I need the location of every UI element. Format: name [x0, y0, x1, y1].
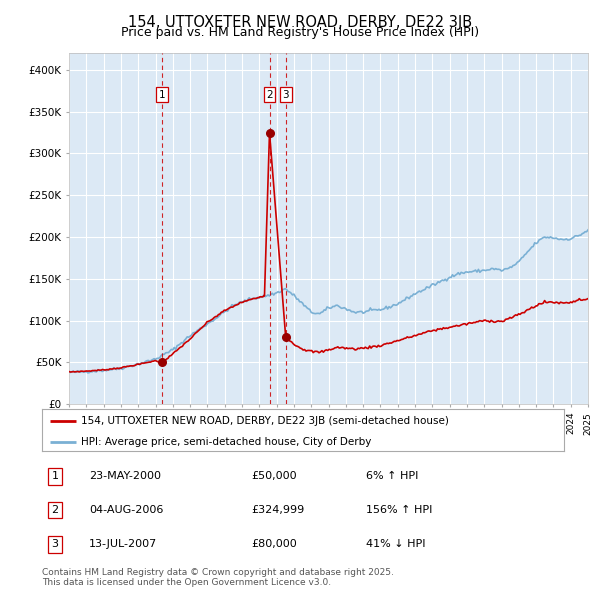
- Text: Price paid vs. HM Land Registry's House Price Index (HPI): Price paid vs. HM Land Registry's House …: [121, 26, 479, 39]
- Text: 3: 3: [52, 539, 59, 549]
- Text: 3: 3: [283, 90, 289, 100]
- Text: Contains HM Land Registry data © Crown copyright and database right 2025.
This d: Contains HM Land Registry data © Crown c…: [42, 568, 394, 587]
- Text: £50,000: £50,000: [251, 471, 296, 481]
- Text: 23-MAY-2000: 23-MAY-2000: [89, 471, 161, 481]
- Text: £324,999: £324,999: [251, 505, 304, 515]
- Text: 154, UTTOXETER NEW ROAD, DERBY, DE22 3JB: 154, UTTOXETER NEW ROAD, DERBY, DE22 3JB: [128, 15, 472, 30]
- Text: 2: 2: [52, 505, 59, 515]
- Text: 13-JUL-2007: 13-JUL-2007: [89, 539, 157, 549]
- Text: 1: 1: [159, 90, 166, 100]
- Text: 6% ↑ HPI: 6% ↑ HPI: [365, 471, 418, 481]
- Text: 2: 2: [266, 90, 273, 100]
- Text: 154, UTTOXETER NEW ROAD, DERBY, DE22 3JB (semi-detached house): 154, UTTOXETER NEW ROAD, DERBY, DE22 3JB…: [81, 416, 449, 426]
- Text: 1: 1: [52, 471, 59, 481]
- Text: 156% ↑ HPI: 156% ↑ HPI: [365, 505, 432, 515]
- Text: HPI: Average price, semi-detached house, City of Derby: HPI: Average price, semi-detached house,…: [81, 437, 371, 447]
- Text: 04-AUG-2006: 04-AUG-2006: [89, 505, 163, 515]
- Text: 41% ↓ HPI: 41% ↓ HPI: [365, 539, 425, 549]
- Text: £80,000: £80,000: [251, 539, 296, 549]
